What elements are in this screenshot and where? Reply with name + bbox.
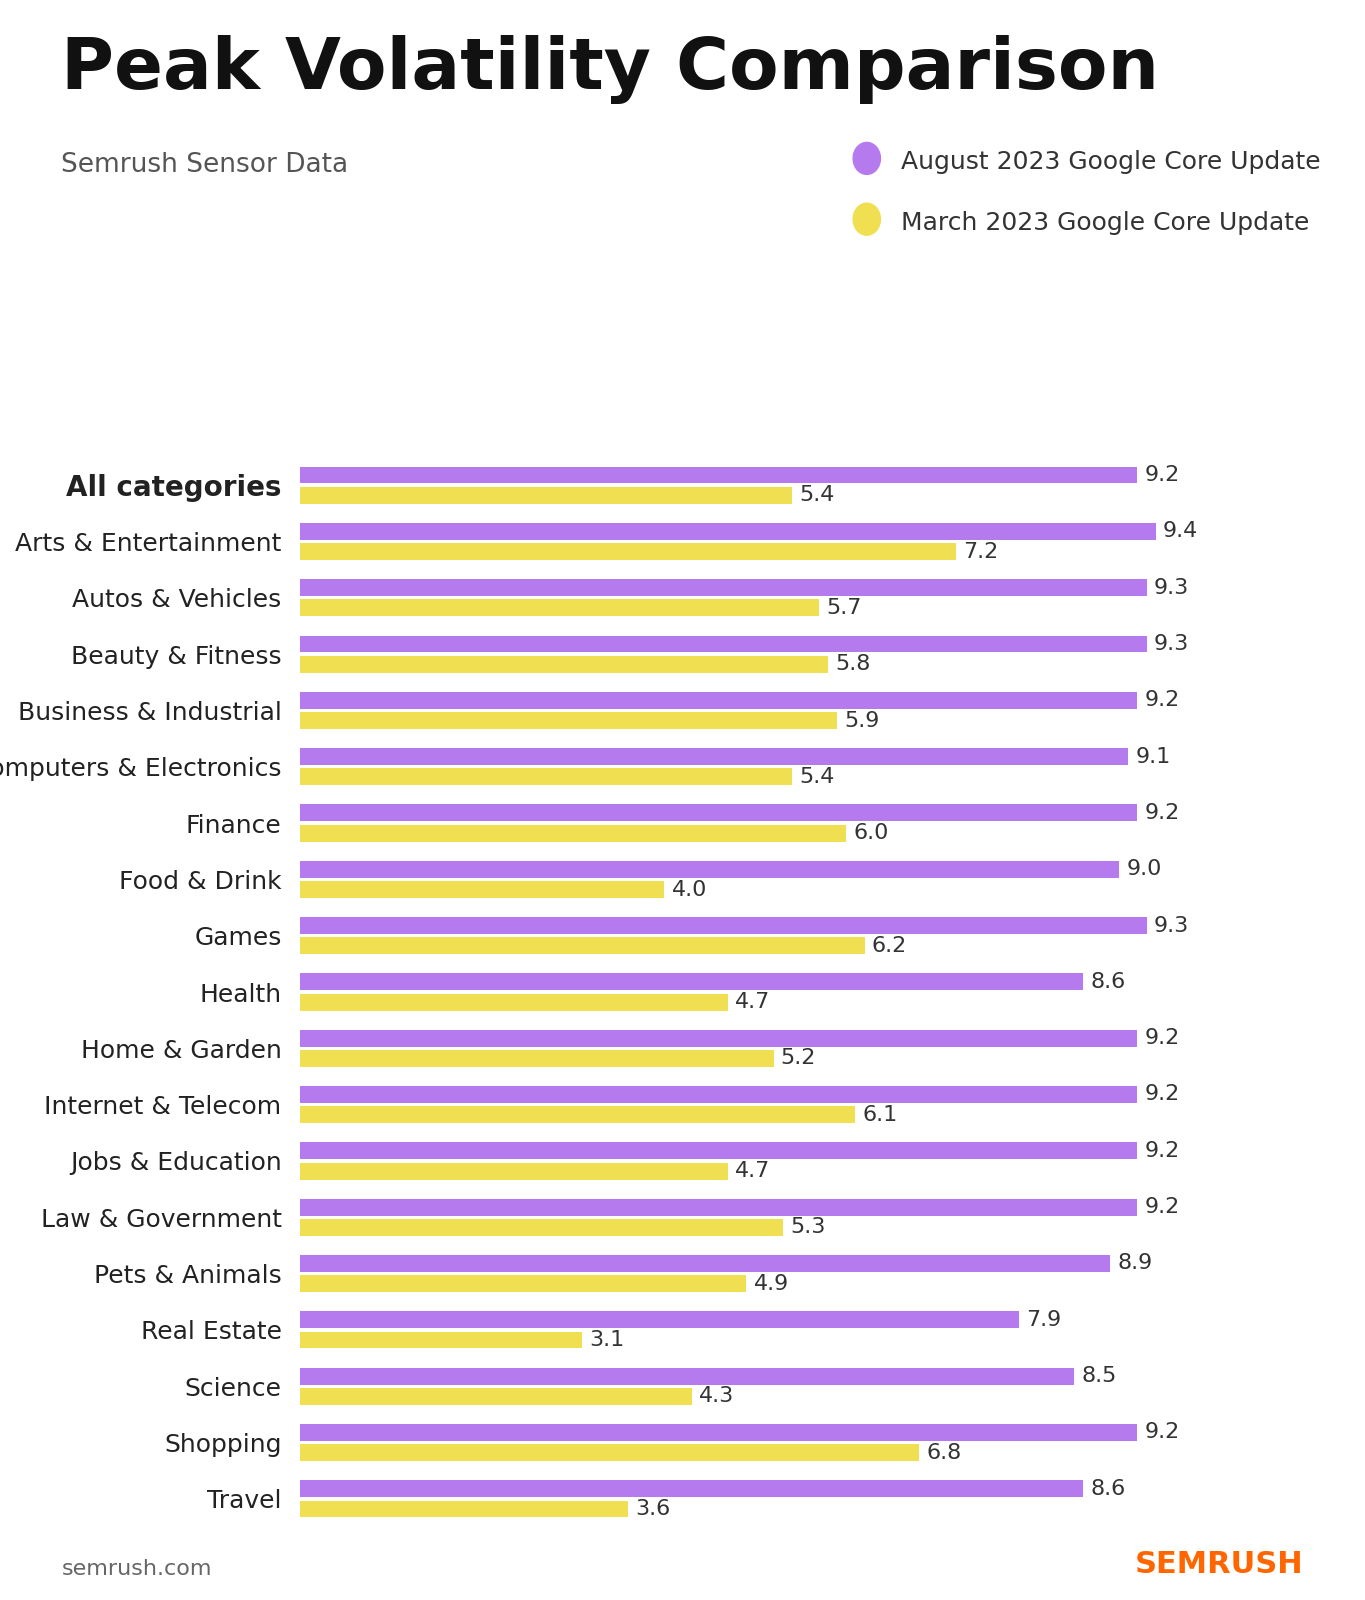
Bar	[300, 1424, 1137, 1442]
Text: 8.5: 8.5	[1081, 1366, 1117, 1386]
Text: March 2023 Google Core Update: March 2023 Google Core Update	[901, 211, 1309, 235]
Bar	[300, 1142, 1137, 1160]
Text: 5.3: 5.3	[790, 1218, 826, 1237]
Bar	[300, 523, 1156, 539]
Text: 5.4: 5.4	[799, 485, 834, 506]
Bar	[300, 1163, 728, 1179]
Text: 9.2: 9.2	[1145, 690, 1179, 710]
Text: Semrush Sensor Data: Semrush Sensor Data	[61, 152, 348, 178]
Bar	[300, 861, 1119, 878]
Text: 6.0: 6.0	[853, 822, 889, 843]
Text: semrush.com: semrush.com	[61, 1558, 212, 1579]
Text: 6.1: 6.1	[863, 1104, 898, 1125]
Bar	[300, 749, 1129, 765]
Bar	[300, 1331, 583, 1349]
Text: 9.2: 9.2	[1145, 1029, 1179, 1048]
Text: 9.2: 9.2	[1145, 466, 1179, 485]
Text: 6.8: 6.8	[927, 1443, 961, 1462]
Text: 9.2: 9.2	[1145, 1197, 1179, 1218]
Text: 5.7: 5.7	[826, 598, 861, 618]
Bar	[300, 917, 1147, 934]
Bar	[300, 1219, 782, 1235]
Bar	[300, 1312, 1020, 1328]
Text: 8.6: 8.6	[1091, 1478, 1125, 1499]
Text: 9.3: 9.3	[1153, 915, 1189, 936]
Bar	[300, 1445, 919, 1461]
Text: 5.8: 5.8	[835, 654, 871, 674]
Bar	[300, 486, 792, 504]
Bar	[300, 938, 864, 954]
Bar	[300, 542, 956, 560]
Bar	[300, 600, 819, 616]
Bar	[300, 973, 1082, 990]
Bar	[300, 768, 792, 786]
Bar	[300, 691, 1137, 709]
Text: 3.1: 3.1	[590, 1330, 625, 1350]
Text: 3.6: 3.6	[635, 1499, 670, 1518]
Text: 8.6: 8.6	[1091, 971, 1125, 992]
Bar	[300, 805, 1137, 821]
Bar	[300, 1086, 1137, 1102]
Text: 4.7: 4.7	[736, 1162, 770, 1181]
Bar	[300, 656, 829, 672]
Bar	[300, 712, 837, 730]
Text: August 2023 Google Core Update: August 2023 Google Core Update	[901, 150, 1320, 174]
Text: 5.4: 5.4	[799, 766, 834, 787]
Text: 4.3: 4.3	[699, 1386, 734, 1406]
Text: 7.2: 7.2	[962, 542, 998, 562]
Text: 4.0: 4.0	[672, 880, 707, 899]
Bar	[300, 635, 1147, 653]
Bar	[300, 467, 1137, 483]
Text: 4.7: 4.7	[736, 992, 770, 1013]
Text: 4.9: 4.9	[753, 1274, 789, 1294]
Text: 7.9: 7.9	[1026, 1310, 1062, 1330]
Text: 9.4: 9.4	[1163, 522, 1198, 541]
Bar	[300, 1275, 747, 1293]
Text: 9.2: 9.2	[1145, 803, 1179, 822]
Text: SEMRUSH: SEMRUSH	[1134, 1550, 1304, 1579]
Bar	[300, 882, 665, 898]
Bar	[300, 1030, 1137, 1046]
Bar	[300, 1501, 628, 1517]
Bar	[300, 994, 728, 1011]
Text: 6.2: 6.2	[872, 936, 906, 955]
Text: 9.2: 9.2	[1145, 1141, 1179, 1162]
Bar	[300, 824, 846, 842]
Text: 8.9: 8.9	[1118, 1253, 1152, 1274]
Text: 9.3: 9.3	[1153, 578, 1189, 598]
Text: Peak Volatility Comparison: Peak Volatility Comparison	[61, 35, 1159, 104]
Text: 9.2: 9.2	[1145, 1422, 1179, 1442]
Bar	[300, 579, 1147, 597]
Text: 5.2: 5.2	[781, 1048, 816, 1069]
Text: 9.3: 9.3	[1153, 634, 1189, 654]
Bar	[300, 1198, 1137, 1216]
Text: 9.0: 9.0	[1126, 859, 1162, 880]
Text: 5.9: 5.9	[845, 710, 880, 731]
Text: 9.2: 9.2	[1145, 1085, 1179, 1104]
Bar	[300, 1106, 856, 1123]
Bar	[300, 1387, 692, 1405]
Bar	[300, 1480, 1082, 1498]
Bar	[300, 1368, 1074, 1384]
Text: 9.1: 9.1	[1136, 747, 1171, 766]
Bar	[300, 1050, 774, 1067]
Bar	[300, 1254, 1110, 1272]
